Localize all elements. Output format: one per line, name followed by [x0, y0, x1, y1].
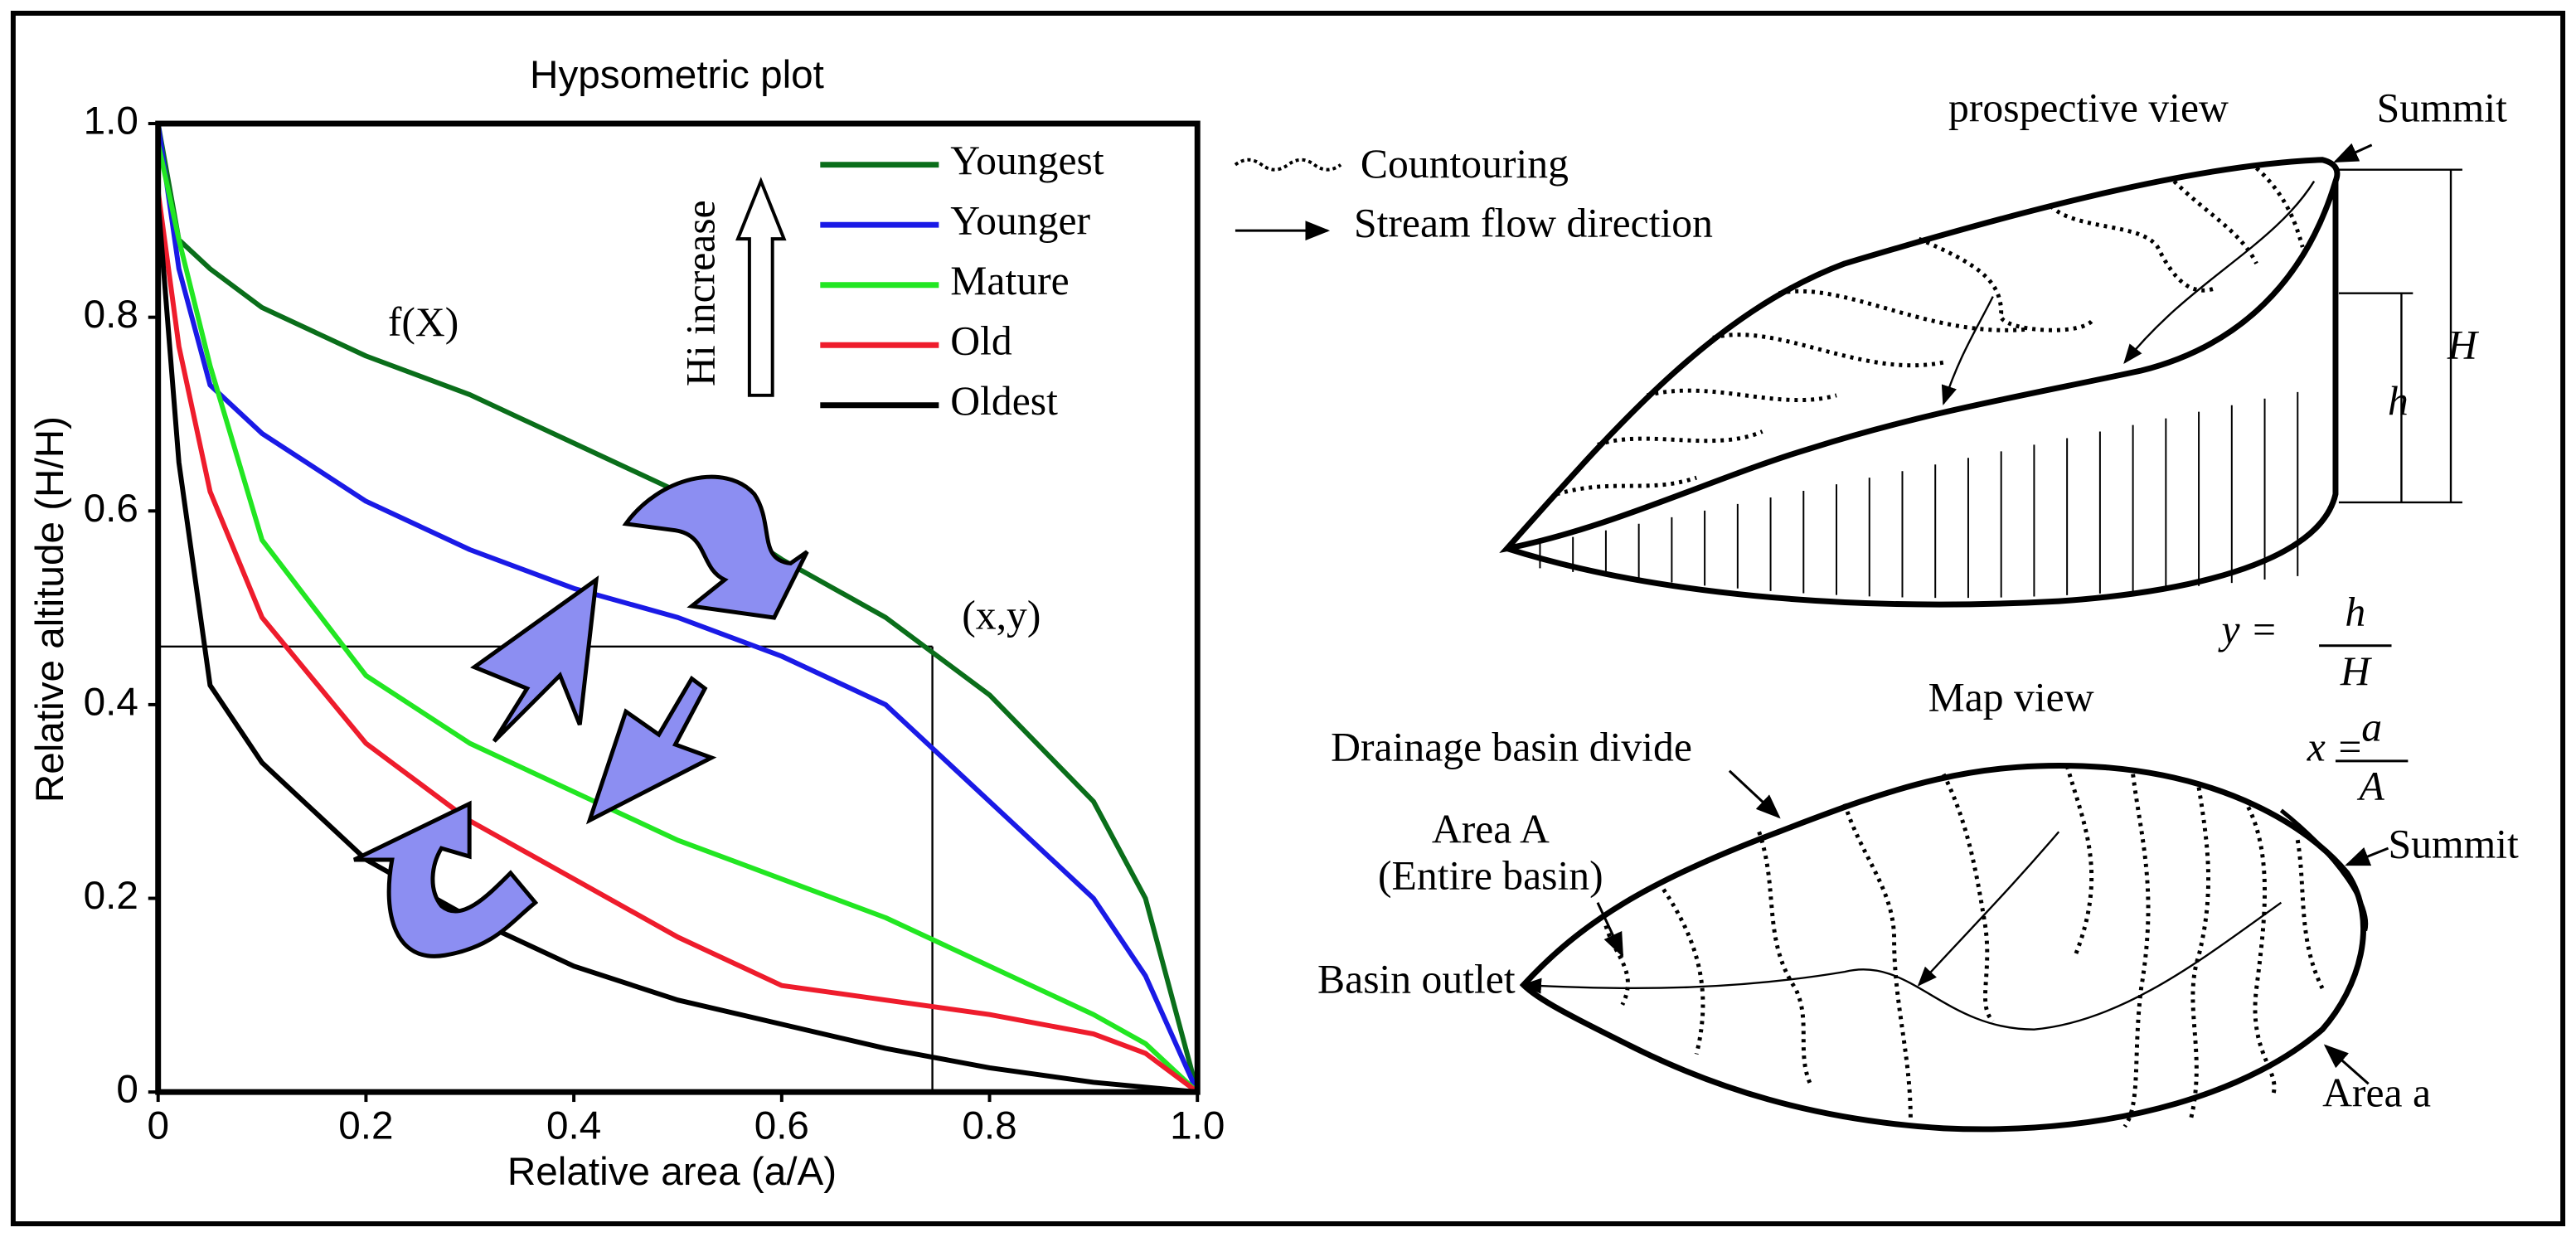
curved-arrow: [353, 800, 539, 958]
label: x =: [2307, 724, 2364, 769]
label: y =: [2217, 607, 2278, 652]
label: Area a: [2322, 1070, 2431, 1115]
x-tick-label: 1.0: [1170, 1104, 1225, 1147]
y-tick-label: 0: [116, 1068, 138, 1112]
legend-contour: [1234, 158, 1342, 172]
hi-arrow: [735, 177, 787, 397]
y-tick-label: 0.8: [84, 293, 138, 337]
series-line: [155, 191, 1200, 1094]
x-axis-label: Relative area (a/A): [507, 1150, 837, 1194]
series-line: [155, 142, 1200, 1094]
basin-map: [1519, 763, 2366, 1133]
x-tick-label: 0.4: [546, 1104, 601, 1147]
curved-arrow: [622, 474, 809, 620]
diagram: [1234, 143, 2462, 1133]
label: H: [2447, 323, 2480, 368]
label: Summit: [2377, 85, 2507, 131]
x-tick-label: 0.6: [754, 1104, 809, 1147]
hi-label: Hi increase: [678, 200, 724, 386]
label: Countouring: [1361, 141, 1569, 187]
chart-title: Hypsometric plot: [530, 53, 824, 97]
x-tick-label: 0.8: [962, 1104, 1016, 1147]
y-tick-label: 1.0: [84, 99, 138, 143]
label: Summit: [2389, 822, 2519, 867]
x-tick-label: 0.2: [338, 1104, 393, 1147]
label: h: [2388, 378, 2409, 424]
up-arrow: [470, 575, 599, 743]
label: Drainage basin divide: [1331, 724, 1692, 769]
point-label: (x,y): [962, 592, 1041, 638]
series-line: [155, 123, 1201, 1093]
label: prospective view: [1948, 85, 2229, 131]
y-axis-label: Relative altitude (H/H): [28, 416, 72, 803]
label: h: [2345, 589, 2365, 634]
legend-label: Mature: [950, 258, 1069, 303]
label: Area A: [1432, 807, 1550, 852]
down-arrow: [585, 675, 717, 825]
label: (Entire basin): [1378, 852, 1603, 898]
diagram-labels: prospective view Summit Countouring Stre…: [1317, 85, 2519, 1116]
legend-label: Oldest: [950, 378, 1058, 424]
x-tick-label: 0: [147, 1104, 169, 1147]
label: Map view: [1928, 675, 2094, 720]
label: H: [2340, 648, 2373, 694]
label: a: [2361, 704, 2382, 749]
contours: [1555, 166, 2305, 497]
frame: [10, 10, 2566, 1227]
legend-label: Old: [950, 318, 1012, 364]
plot-frame: [155, 120, 1201, 1095]
legend-label: Younger: [950, 198, 1090, 244]
y-tick-label: 0.6: [84, 487, 138, 531]
label: A: [2356, 764, 2384, 809]
y-eq: y =: [2217, 607, 2278, 652]
legend-label: Youngest: [950, 138, 1104, 183]
label: Basin outlet: [1317, 956, 1516, 1002]
series-line: [155, 201, 1198, 1095]
label: Stream flow direction: [1354, 201, 1713, 246]
y-tick-label: 0.4: [84, 680, 138, 724]
curve-label: f(X): [388, 299, 458, 345]
basin-side: [1506, 181, 2339, 608]
transition-arrows: [353, 474, 809, 958]
y-tick-label: 0.2: [84, 874, 138, 918]
hatching: [1539, 391, 2299, 599]
